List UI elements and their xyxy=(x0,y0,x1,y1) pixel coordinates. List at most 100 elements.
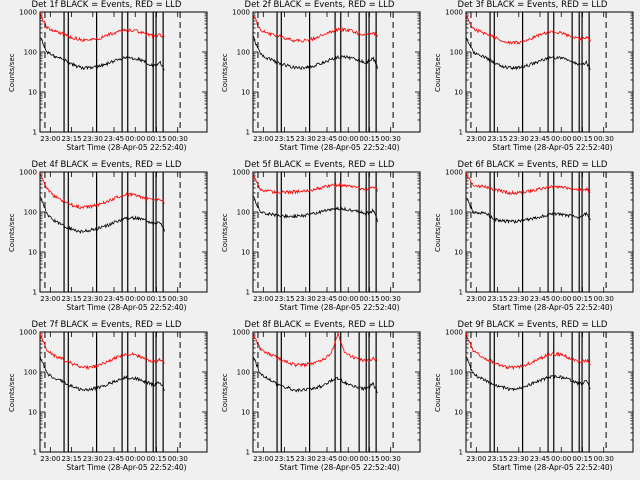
x-tick-label: 23:30 xyxy=(509,135,529,143)
x-tick-label: 00:30 xyxy=(381,135,401,143)
y-axis-label: Counts/sec xyxy=(434,53,442,92)
x-tick-label: 23:30 xyxy=(296,295,316,303)
x-tick-label: 23:30 xyxy=(83,135,103,143)
chart-svg: 1 10 100 1000 23:00 23:15 23:30 23:45 00:00 00:15… xyxy=(445,9,634,143)
y-axis-label: Counts/sec xyxy=(8,373,16,412)
chart-title: Det 6f BLACK = Events, RED = LLD xyxy=(457,160,608,170)
x-tick-label: 23:45 xyxy=(317,455,337,463)
lld-series-line xyxy=(252,332,378,368)
y-tick-label: 10 xyxy=(454,409,463,417)
x-tick-label: 00:30 xyxy=(381,455,401,463)
plot-frame xyxy=(39,11,208,133)
events-series-line xyxy=(252,36,378,71)
y-tick-label: 10 xyxy=(241,249,250,257)
chart-svg: 1 10 100 1000 23:00 23:15 23:30 23:45 00:00 00:15… xyxy=(232,329,421,463)
x-tick-label: 23:00 xyxy=(253,295,273,303)
events-series-line xyxy=(465,197,591,225)
chart-svg: 1 10 100 1000 23:00 23:15 23:30 23:45 00:00 00:15… xyxy=(445,169,634,303)
y-tick-label: 100 xyxy=(24,209,37,217)
events-series-line xyxy=(39,195,165,234)
y-tick-label: 10 xyxy=(28,89,37,97)
chart-panel-det-7f: Det 7f BLACK = Events, RED = LLD 1 10 100 10… xyxy=(0,320,213,480)
x-tick-label: 23:00 xyxy=(466,295,486,303)
events-series-line xyxy=(252,356,378,394)
x-tick-label: 00:15 xyxy=(146,455,166,463)
chart-svg: 1 10 100 1000 23:00 23:15 23:30 23:45 00:00 00:15… xyxy=(19,9,208,143)
y-tick-label: 10 xyxy=(28,409,37,417)
chart-title: Det 8f BLACK = Events, RED = LLD xyxy=(244,320,395,330)
x-tick-label: 00:15 xyxy=(572,135,592,143)
x-tick-label: 00:30 xyxy=(168,295,188,303)
y-tick-label: 1 xyxy=(459,289,463,297)
chart-title: Det 1f BLACK = Events, RED = LLD xyxy=(31,0,182,10)
chart-title: Det 5f BLACK = Events, RED = LLD xyxy=(244,160,395,170)
y-axis-label: Counts/sec xyxy=(434,213,442,252)
y-tick-label: 1 xyxy=(246,449,250,457)
x-tick-label: 23:30 xyxy=(83,295,103,303)
x-axis-label: Start Time (28-Apr-05 22:52:40) xyxy=(279,303,400,312)
x-tick-label: 00:00 xyxy=(338,455,358,463)
x-tick-label: 00:00 xyxy=(125,295,145,303)
x-axis-label: Start Time (28-Apr-05 22:52:40) xyxy=(492,143,613,152)
y-tick-label: 1 xyxy=(33,449,37,457)
x-tick-label: 23:45 xyxy=(530,135,550,143)
chart-svg: 1 10 100 1000 23:00 23:15 23:30 23:45 00:00 00:15… xyxy=(19,329,208,463)
x-axis-label: Start Time (28-Apr-05 22:52:40) xyxy=(66,303,187,312)
x-tick-label: 00:15 xyxy=(359,295,379,303)
x-tick-label: 23:15 xyxy=(487,455,507,463)
x-tick-label: 23:45 xyxy=(530,295,550,303)
x-axis-label: Start Time (28-Apr-05 22:52:40) xyxy=(492,303,613,312)
x-tick-label: 23:30 xyxy=(296,455,316,463)
x-tick-label: 00:30 xyxy=(381,295,401,303)
y-tick-label: 100 xyxy=(237,209,250,217)
lld-series-line xyxy=(465,332,591,371)
x-tick-label: 23:45 xyxy=(104,295,124,303)
chart-svg: 1 10 100 1000 23:00 23:15 23:30 23:45 00:00 00:15… xyxy=(19,169,208,303)
y-tick-label: 1 xyxy=(459,449,463,457)
y-tick-label: 1000 xyxy=(445,329,463,337)
x-tick-label: 00:30 xyxy=(594,455,614,463)
lld-series-line xyxy=(465,14,591,45)
chart-panel-det-8f: Det 8f BLACK = Events, RED = LLD 1 10 100 10… xyxy=(213,320,426,480)
y-axis-label: Counts/sec xyxy=(221,53,229,92)
x-tick-label: 00:15 xyxy=(359,455,379,463)
y-tick-label: 1 xyxy=(33,289,37,297)
events-series-line xyxy=(252,195,378,223)
chart-svg: 1 10 100 1000 23:00 23:15 23:30 23:45 00:00 00:15… xyxy=(232,9,421,143)
chart-panel-det-1f: Det 1f BLACK = Events, RED = LLD 1 10 100 10… xyxy=(0,0,213,160)
plot-frame xyxy=(252,11,421,133)
x-tick-label: 23:30 xyxy=(509,295,529,303)
x-tick-label: 00:15 xyxy=(572,455,592,463)
chart-panel-det-3f: Det 3f BLACK = Events, RED = LLD 1 10 100 10… xyxy=(426,0,639,160)
chart-svg: 1 10 100 1000 23:00 23:15 23:30 23:45 00:00 00:15… xyxy=(445,329,634,463)
lld-series-line xyxy=(465,172,591,196)
lld-series-line xyxy=(39,12,165,42)
y-tick-label: 1 xyxy=(246,129,250,137)
y-tick-label: 1000 xyxy=(19,9,37,17)
y-tick-label: 100 xyxy=(237,49,250,57)
y-tick-label: 1000 xyxy=(232,329,250,337)
y-tick-label: 100 xyxy=(450,49,463,57)
x-tick-label: 00:00 xyxy=(125,455,145,463)
x-tick-label: 00:30 xyxy=(594,135,614,143)
x-tick-label: 23:45 xyxy=(104,455,124,463)
x-tick-label: 00:30 xyxy=(594,295,614,303)
y-tick-label: 100 xyxy=(24,369,37,377)
x-tick-label: 00:00 xyxy=(338,135,358,143)
plot-frame xyxy=(465,171,634,293)
x-tick-label: 23:00 xyxy=(466,135,486,143)
events-series-line xyxy=(39,37,165,71)
x-axis-label: Start Time (28-Apr-05 22:52:40) xyxy=(279,143,400,152)
x-tick-label: 00:00 xyxy=(338,295,358,303)
x-tick-label: 23:00 xyxy=(40,295,60,303)
plot-frame xyxy=(252,171,421,293)
y-tick-label: 10 xyxy=(454,249,463,257)
x-tick-label: 00:15 xyxy=(359,135,379,143)
x-tick-label: 23:15 xyxy=(61,455,81,463)
y-tick-label: 1000 xyxy=(19,169,37,177)
x-tick-label: 23:15 xyxy=(487,295,507,303)
lld-series-line xyxy=(39,332,165,371)
plot-frame xyxy=(252,331,421,453)
y-tick-label: 1000 xyxy=(19,329,37,337)
